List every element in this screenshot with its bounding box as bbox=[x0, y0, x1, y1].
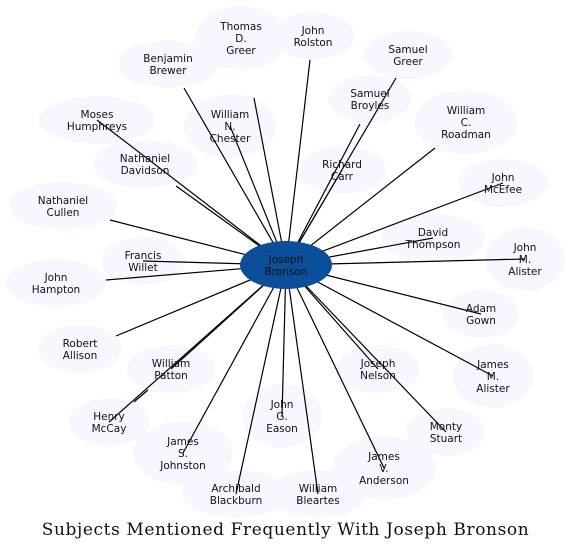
diagram-caption: Subjects Mentioned Frequently With Josep… bbox=[41, 520, 530, 540]
label-john-rolston: John Rolston bbox=[294, 25, 333, 49]
label-joseph-nelson: Joseph Nelson bbox=[360, 358, 396, 382]
label-william-n-chester: William N. Chester bbox=[210, 109, 251, 145]
label-thomas-d-greer: Thomas D. Greer bbox=[219, 21, 262, 57]
node-john-rolston bbox=[271, 12, 355, 60]
edge-william-bleartes bbox=[285, 264, 319, 495]
edge-john-rolston bbox=[285, 59, 311, 266]
label-robert-allison: Robert Allison bbox=[63, 338, 98, 362]
label-william-bleartes: William Bleartes bbox=[296, 483, 339, 507]
edge-archibald-blackburn bbox=[235, 264, 287, 495]
label-richard-carr: Richard Carr bbox=[322, 159, 362, 183]
label-william-patton: William Patton bbox=[152, 358, 190, 382]
label-benjamin-brewer: Benjamin Brewer bbox=[143, 53, 192, 77]
label-monty-stuart: Monty Stuart bbox=[430, 421, 462, 445]
node-samuel-greer bbox=[364, 31, 452, 79]
label-john-hampton: John Hampton bbox=[32, 272, 80, 296]
edge-benjamin-brewer bbox=[183, 87, 287, 266]
label-nathaniel-davidson: Nathaniel Davidson bbox=[120, 153, 170, 177]
label-john-m-alister: John M. Alister bbox=[508, 242, 542, 278]
edge-james-v-anderson bbox=[285, 264, 385, 469]
center-ellipse bbox=[240, 241, 332, 289]
edges-layer bbox=[96, 59, 526, 495]
node-thomas-d-greer bbox=[195, 6, 287, 70]
label-archibald-blackburn: Archibald Blackburn bbox=[210, 483, 263, 507]
labels-layer: Thomas D. Greer John Rolston Samuel Greer Benja… bbox=[32, 21, 543, 507]
label-william-c-roadman: William C. Roadman bbox=[441, 105, 491, 141]
label-adam-gown: Adam Gown bbox=[466, 303, 496, 327]
edge-moses-humphreys bbox=[96, 119, 287, 266]
network-diagram: Thomas D. Greer John Rolston Samuel Greer Benja… bbox=[6, 6, 565, 518]
label-james-m-alister: James M. Alister bbox=[476, 359, 510, 395]
label-david-thompson: David Thompson bbox=[405, 227, 461, 251]
label-henry-mccay: Henry McCay bbox=[92, 411, 127, 435]
label-nathaniel-cullen: Nathaniel Cullen bbox=[38, 195, 88, 219]
label-john-mcefee: John McEfee bbox=[484, 172, 522, 196]
label-james-s-johnston: James S. Johnston bbox=[159, 436, 206, 472]
label-samuel-greer: Samuel Greer bbox=[388, 44, 427, 68]
label-james-v-anderson: James V. Anderson bbox=[359, 451, 409, 487]
edge-james-s-johnston bbox=[182, 264, 287, 454]
edge-john-g-eason bbox=[281, 264, 287, 417]
center-label: Joseph Bronson bbox=[265, 254, 308, 278]
edge-monty-stuart bbox=[285, 264, 447, 433]
node-benjamin-brewer bbox=[118, 40, 218, 88]
nodes-layer bbox=[6, 6, 565, 518]
label-john-g-eason: John G. Eason bbox=[266, 399, 298, 435]
center-node: Joseph Bronson bbox=[240, 241, 332, 289]
node-robert-allison bbox=[38, 325, 122, 373]
edge-samuel-broyles bbox=[285, 123, 361, 266]
label-samuel-broyles: Samuel Broyles bbox=[350, 88, 389, 112]
node-nathaniel-cullen bbox=[9, 182, 117, 230]
label-moses-humphreys: Moses Humphreys bbox=[67, 109, 127, 133]
edge-henry-mccay bbox=[108, 264, 287, 423]
edge-william-patton-henry-mccay bbox=[133, 389, 149, 403]
node-nathaniel-davidson bbox=[93, 140, 197, 188]
node-john-hampton bbox=[6, 259, 106, 307]
node-william-c-roadman bbox=[414, 90, 518, 154]
edge-james-m-alister bbox=[285, 264, 494, 377]
label-francis-willet: Francis Willet bbox=[125, 250, 162, 274]
edge-thomas-d-greer bbox=[253, 97, 287, 266]
